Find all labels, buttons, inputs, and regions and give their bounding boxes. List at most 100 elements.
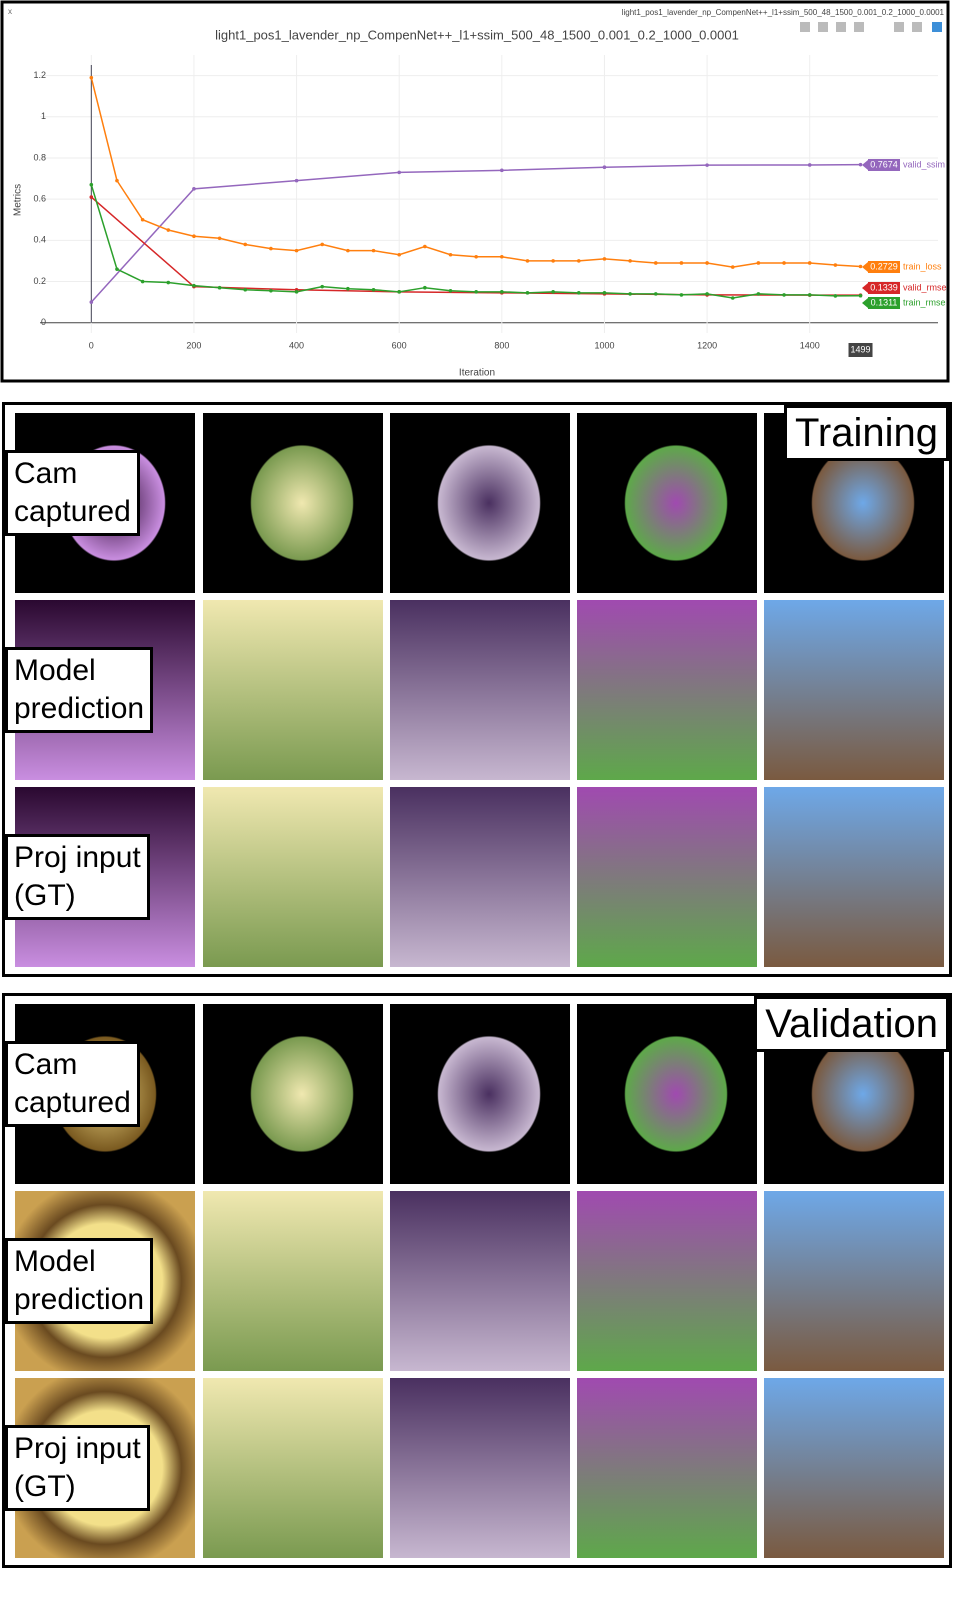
end-label: 0.2729 train_loss (862, 261, 942, 273)
end-label-box (868, 282, 900, 294)
point (679, 293, 684, 297)
image (764, 1378, 944, 1558)
point (756, 292, 761, 296)
tool-icon[interactable] (836, 22, 846, 32)
row-label-line: (GT) (14, 1470, 76, 1503)
point (628, 259, 632, 263)
end-label: 0.1311 train_rmse (862, 297, 946, 309)
point (705, 163, 709, 167)
validation-panel: Cam captured Model prediction Proj input (GT)… (2, 993, 952, 1568)
image (203, 413, 383, 593)
point (474, 290, 478, 294)
image (764, 600, 944, 780)
point (320, 242, 325, 247)
end-label: 0.1339 valid_rmse (862, 282, 947, 294)
point (525, 291, 530, 295)
row-label: Proj input (GT) (5, 1425, 150, 1511)
tool-icon[interactable] (912, 22, 922, 32)
y-tick-label: 1 (41, 111, 46, 121)
training-panel: Cam captured Model prediction Proj input (GT)… (2, 402, 952, 977)
point (243, 242, 248, 247)
point (371, 287, 376, 292)
y-tick-label: 0.6 (33, 194, 46, 204)
end-label-arrow (862, 283, 868, 293)
point (294, 290, 299, 294)
point (371, 248, 376, 253)
point (833, 263, 838, 267)
x-tick-label: 400 (289, 340, 304, 350)
y-tick-label: 0 (41, 317, 46, 327)
point (705, 261, 709, 265)
point (858, 162, 863, 167)
chart: x light1_pos1_lavender_np_CompenNet++_l1… (0, 0, 950, 383)
end-label-arrow (862, 298, 868, 308)
point (448, 288, 453, 293)
end-label-arrow (862, 262, 868, 272)
end-label-name: valid_rmse (903, 282, 947, 292)
point (192, 283, 196, 288)
end-label-value: 0.2729 (870, 261, 898, 271)
point (217, 285, 222, 290)
point (858, 264, 863, 269)
end-label-box (868, 297, 900, 309)
point (346, 248, 350, 253)
point (140, 217, 145, 222)
point (115, 178, 119, 183)
image (577, 787, 757, 967)
tool-icon[interactable] (932, 22, 942, 32)
point (269, 288, 273, 293)
tool-icon[interactable] (854, 22, 864, 32)
image (390, 1191, 570, 1371)
image (203, 1378, 383, 1558)
point (602, 257, 607, 261)
point (858, 293, 863, 298)
end-label-box (868, 159, 900, 171)
tool-icon[interactable] (894, 22, 904, 32)
x-tick-label: 1200 (697, 340, 717, 350)
y-axis-label: Metrics (13, 184, 24, 216)
point (192, 234, 196, 239)
image (764, 787, 944, 967)
point (756, 261, 761, 265)
window-title: light1_pos1_lavender_np_CompenNet++_l1+s… (622, 8, 945, 17)
point (500, 255, 504, 259)
y-tick-label: 0.2 (33, 276, 46, 286)
point (269, 246, 273, 251)
row-label-line: captured (14, 495, 131, 528)
point (89, 75, 94, 80)
point (115, 267, 119, 271)
point (346, 286, 350, 291)
hover-box (848, 343, 873, 357)
tool-icon[interactable] (818, 22, 828, 32)
image (577, 600, 757, 780)
close-icon[interactable]: x (8, 7, 12, 16)
x-tick-label: 200 (186, 340, 201, 350)
point (397, 290, 402, 294)
point (807, 163, 812, 167)
image (577, 413, 757, 593)
point (474, 255, 478, 259)
panel-title: Training (783, 405, 949, 461)
image (203, 600, 383, 780)
point (577, 259, 581, 263)
point (551, 259, 555, 263)
image (577, 1191, 757, 1371)
point (807, 261, 812, 265)
image (203, 1191, 383, 1371)
end-label-value: 0.7674 (870, 159, 898, 169)
point (679, 261, 684, 265)
point (577, 291, 581, 295)
point (294, 178, 299, 183)
x-tick-label: 1400 (800, 340, 820, 350)
point (653, 261, 658, 265)
point (166, 228, 171, 232)
tool-icon[interactable] (800, 22, 810, 32)
end-label-name: train_loss (903, 261, 942, 271)
point (89, 300, 94, 304)
point (551, 290, 555, 294)
row-label-line: prediction (14, 692, 145, 725)
y-tick-label: 1.2 (33, 70, 46, 80)
panel-title: Validation (754, 996, 949, 1052)
row-label-line: (GT) (14, 879, 76, 912)
point (705, 292, 709, 296)
